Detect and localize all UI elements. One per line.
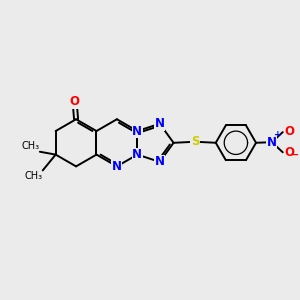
Text: O: O bbox=[284, 125, 294, 138]
Text: +: + bbox=[274, 130, 282, 139]
Text: N: N bbox=[267, 136, 277, 149]
Text: O: O bbox=[70, 95, 80, 108]
Text: N: N bbox=[112, 160, 122, 173]
Text: N: N bbox=[132, 148, 142, 161]
Text: −: − bbox=[291, 150, 299, 160]
Text: N: N bbox=[132, 124, 142, 137]
Text: N: N bbox=[155, 117, 165, 130]
Text: S: S bbox=[191, 135, 200, 148]
Text: CH₃: CH₃ bbox=[24, 171, 42, 181]
Text: N: N bbox=[155, 155, 165, 168]
Text: CH₃: CH₃ bbox=[21, 141, 39, 151]
Text: O: O bbox=[284, 146, 294, 159]
